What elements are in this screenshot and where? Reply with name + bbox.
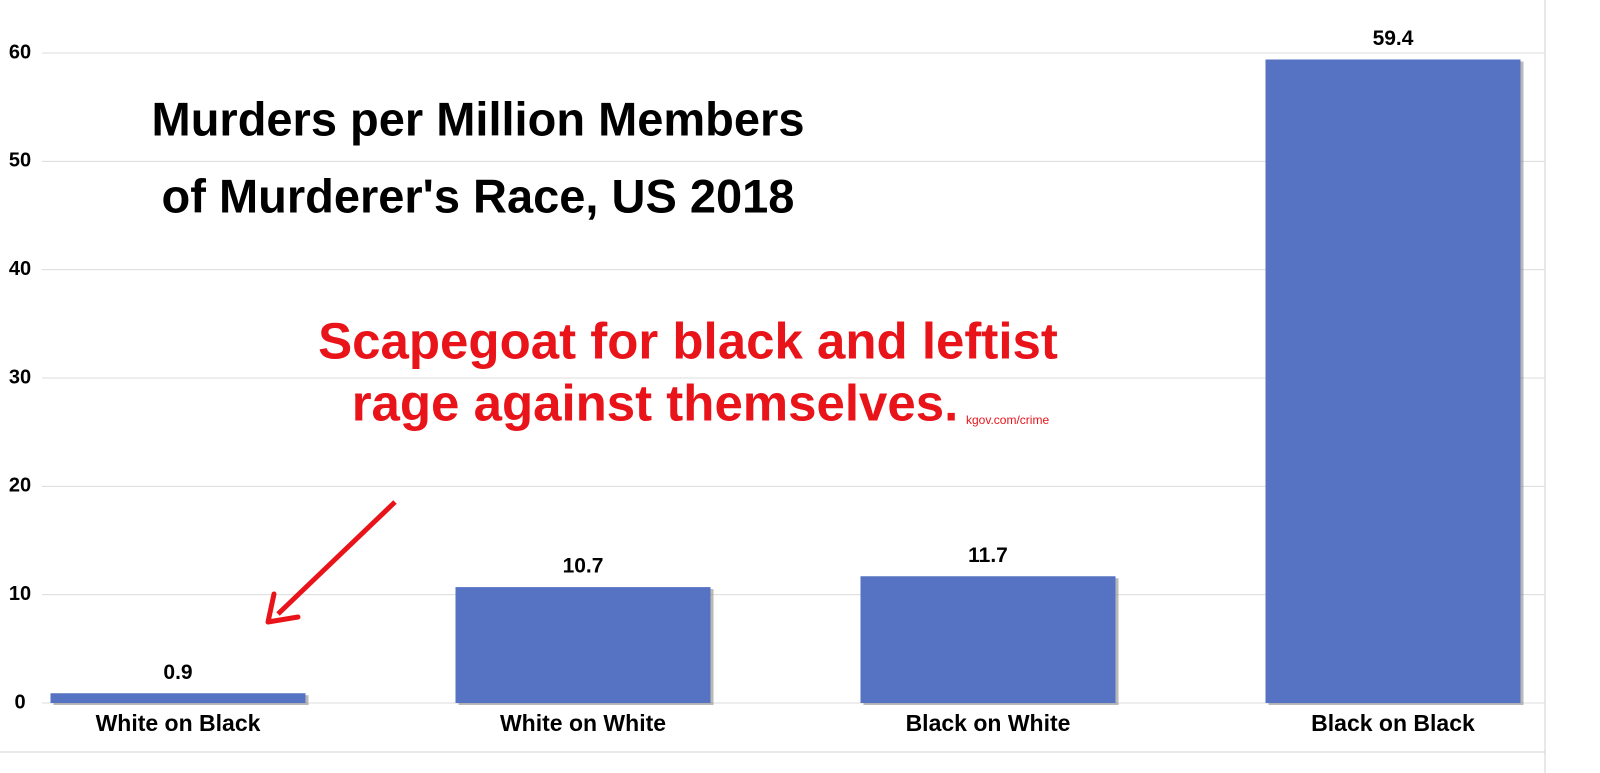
chart-title: Murders per Million Members (152, 92, 805, 145)
x-tick-label: White on Black (96, 710, 261, 736)
source: kgov.com/crime (966, 413, 1049, 427)
chart-title: of Murderer's Race, US 2018 (162, 169, 795, 222)
arrow (265, 500, 397, 625)
value-label: 10.7 (563, 555, 604, 578)
y-tick-label: 10 (9, 583, 31, 605)
value-label: 59.4 (1373, 27, 1414, 50)
bar (1265, 59, 1521, 703)
x-tick-label: Black on White (906, 710, 1071, 736)
value-label: 11.7 (968, 544, 1008, 567)
bar (50, 693, 306, 703)
annotation: rage against themselves. (352, 374, 959, 431)
x-tick-label: White on White (500, 710, 666, 736)
arrow-head (265, 591, 301, 625)
arrow-shaft (276, 500, 397, 616)
plot-area: 0 10 20 30 40 50 60 White on Black 0.9 White on W… (9, 27, 1545, 736)
y-tick-label: 0 (14, 691, 25, 713)
x-tick-label: Black on Black (1311, 710, 1475, 736)
value-label: 0.9 (163, 661, 192, 684)
annotation: Scapegoat for black and leftist (318, 312, 1058, 369)
y-tick-label: 50 (9, 150, 31, 172)
bar (860, 576, 1116, 703)
y-tick-label: 20 (9, 475, 31, 497)
y-tick-label: 40 (9, 258, 31, 280)
y-tick-label: 60 (9, 41, 31, 63)
y-tick-label: 30 (9, 366, 31, 388)
bar (455, 587, 711, 703)
